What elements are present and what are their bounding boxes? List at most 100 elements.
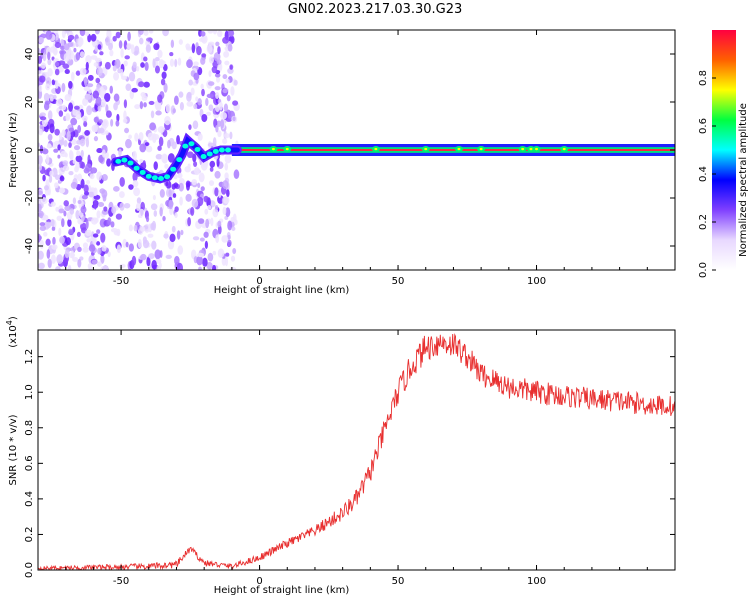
noise-blob <box>133 224 138 232</box>
noise-blob <box>163 82 168 93</box>
noise-blob <box>53 47 58 56</box>
ridge-point <box>176 157 183 163</box>
noise-blob <box>171 225 176 233</box>
noise-blob <box>38 203 42 212</box>
noise-blob <box>157 145 162 151</box>
noise-blob <box>82 246 89 253</box>
noise-blob <box>222 196 230 204</box>
noise-blob <box>207 81 215 86</box>
bot-ytick-label: 1.0 <box>24 384 35 400</box>
noise-blob <box>103 206 108 212</box>
ridge-point <box>200 154 207 160</box>
noise-blob <box>96 210 101 219</box>
noise-blob <box>228 30 235 37</box>
noise-blob <box>96 84 101 89</box>
noise-blob <box>192 236 200 241</box>
noise-blob <box>148 100 155 105</box>
noise-blob <box>38 142 41 148</box>
noise-blob <box>139 101 144 110</box>
noise-blob <box>211 264 217 270</box>
noise-blob <box>75 70 81 76</box>
noise-blob <box>201 88 205 97</box>
noise-blob <box>39 164 43 171</box>
noise-blob <box>39 75 46 83</box>
noise-blob <box>84 31 90 37</box>
noise-blob <box>207 205 212 210</box>
noise-blob <box>111 206 117 214</box>
noise-blob <box>143 30 149 36</box>
noise-blob <box>71 71 75 82</box>
noise-blob <box>136 197 142 204</box>
noise-blob <box>140 62 145 68</box>
noise-blob <box>142 160 146 170</box>
noise-blob <box>56 254 63 265</box>
noise-blob <box>186 151 194 159</box>
noise-blob <box>57 154 61 159</box>
noise-blob <box>171 141 177 150</box>
chart-title: GN02.2023.217.03.30.G23 <box>287 2 463 17</box>
noise-blob <box>38 233 42 243</box>
noise-blob <box>58 167 65 175</box>
noise-blob <box>158 262 162 269</box>
noise-blob <box>164 163 169 169</box>
top-xtick-label: -50 <box>113 276 129 287</box>
noise-blob <box>39 222 46 227</box>
noise-blob <box>49 96 54 102</box>
noise-blob <box>190 87 195 96</box>
noise-blob <box>159 189 165 198</box>
noise-blob <box>225 252 230 257</box>
colorbar-tick-label: 0.8 <box>698 70 709 86</box>
noise-blob <box>155 153 163 160</box>
noise-blob <box>222 36 229 44</box>
noise-blob <box>174 206 179 213</box>
noise-blob <box>117 68 122 74</box>
band-spot-core <box>529 147 533 151</box>
noise-blob <box>150 203 158 211</box>
noise-blob <box>215 234 220 243</box>
noise-blob <box>45 83 51 91</box>
noise-blob <box>145 44 151 53</box>
noise-blob <box>174 212 178 218</box>
noise-blob <box>200 31 206 37</box>
noise-blob <box>161 71 167 80</box>
bot-ytick-label: 0.2 <box>24 526 35 542</box>
noise-blob <box>176 134 180 145</box>
noise-blob <box>113 186 120 192</box>
bot-ytick-label: 1.2 <box>24 349 35 365</box>
noise-blob <box>95 96 102 107</box>
noise-blob <box>158 136 164 147</box>
noise-blob <box>214 104 220 113</box>
noise-blob <box>42 174 46 182</box>
noise-blob <box>119 176 125 187</box>
noise-blob <box>217 30 223 38</box>
noise-blob <box>212 137 217 148</box>
noise-blob <box>209 166 214 172</box>
noise-blob <box>62 104 67 111</box>
noise-blob <box>112 35 117 42</box>
noise-blob <box>141 95 148 102</box>
noise-blob <box>185 46 192 51</box>
noise-blob <box>153 210 158 217</box>
noise-blob <box>188 79 193 86</box>
noise-blob <box>214 86 221 91</box>
noise-blob <box>77 246 82 253</box>
noise-blob <box>193 103 198 110</box>
noise-blob <box>217 46 221 55</box>
noise-blob <box>143 81 150 88</box>
noise-blob <box>54 61 60 67</box>
noise-blob <box>199 237 205 242</box>
snr-series-line <box>38 333 675 570</box>
noise-blob <box>142 236 147 244</box>
noise-blob <box>85 163 92 172</box>
noise-blob <box>61 129 66 137</box>
noise-blob <box>46 249 51 259</box>
noise-blob <box>79 51 85 58</box>
noise-blob <box>49 123 55 134</box>
noise-blob <box>64 205 71 212</box>
noise-blob <box>70 250 75 259</box>
noise-blob <box>230 216 236 223</box>
noise-blob <box>151 259 157 270</box>
noise-blob <box>83 77 88 84</box>
top-ytick-label: -20 <box>24 190 35 206</box>
noise-blob <box>193 72 200 81</box>
